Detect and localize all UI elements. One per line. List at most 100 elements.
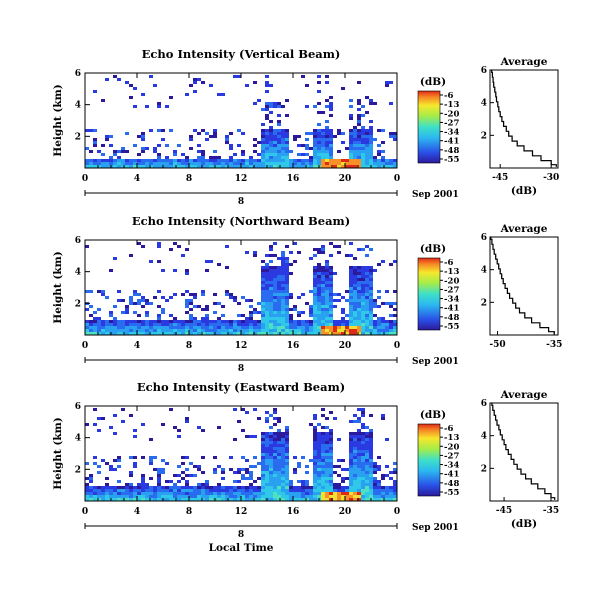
x-tick-label: 0 (394, 341, 400, 351)
colorbar-unit: (dB) (420, 243, 446, 255)
profile-point (493, 84, 495, 86)
profile-x-tick-label: -45 (496, 506, 512, 516)
colorbar-tick-label: -20 (444, 442, 459, 452)
x-tick-label: 0 (82, 507, 88, 517)
panel-title: Echo Intensity (Eastward Beam) (137, 380, 345, 394)
profile-y-tick-label: 6 (481, 233, 487, 243)
profile-point (516, 142, 518, 145)
profile-y-tick-label: 4 (481, 266, 487, 276)
profile-point (531, 152, 534, 154)
profile-x-label: (dB) (511, 185, 537, 197)
panel-title: Echo Intensity (Northward Beam) (132, 214, 350, 228)
heatmap-cells (85, 242, 397, 335)
profile-point (553, 332, 555, 334)
profile-point (518, 309, 521, 312)
date-day-label: 8 (238, 530, 244, 540)
x-tick-label: 4 (134, 507, 140, 517)
profile-point (508, 133, 510, 135)
profile-x-label: (dB) (511, 518, 537, 530)
y-tick-label: 2 (75, 132, 81, 142)
y-tick-label: 4 (75, 434, 81, 444)
colorbar-tick-label: -34 (444, 128, 459, 138)
profile-point (502, 280, 504, 282)
x-tick-label: 20 (339, 341, 352, 351)
colorbar-tick-label: -6 (444, 91, 454, 101)
profile-point (495, 93, 497, 96)
profile-title: Average (500, 389, 548, 401)
profile-point (492, 246, 494, 248)
profile-point (501, 436, 503, 438)
profile-x-tick-label: -30 (543, 173, 559, 183)
colorbar-tick-label: -48 (444, 146, 459, 156)
colorbar-tick-label: -13 (444, 100, 459, 110)
profile-point (513, 461, 515, 463)
profile-point (554, 498, 556, 500)
profile-point (494, 89, 496, 91)
colorbar-tick-label: -41 (444, 304, 459, 314)
profile-point (539, 324, 541, 326)
x-tick-label: 20 (339, 507, 352, 517)
profile-point (504, 285, 506, 287)
y-tick-label: 6 (75, 236, 81, 246)
colorbar (417, 257, 441, 331)
profile-y-tick-label: 6 (481, 399, 487, 409)
x-tick-label: 16 (287, 174, 300, 184)
x-tick-label: 4 (134, 174, 140, 184)
profile-y-tick-label: 4 (481, 432, 487, 442)
profile-point (525, 475, 527, 478)
profile-frame (489, 402, 559, 502)
colorbar-tick-label: -13 (444, 433, 459, 443)
panel-title: Echo Intensity (Vertical Beam) (142, 47, 341, 61)
profile-point (511, 138, 513, 140)
x-tick-label: 0 (394, 507, 400, 517)
profile-point (498, 265, 500, 267)
y-axis-label: Height (km) (52, 417, 64, 489)
profile-point (490, 236, 492, 238)
colorbar-tick-label: -55 (444, 155, 459, 165)
profile-point (498, 108, 500, 110)
colorbar-tick-label: -55 (444, 488, 459, 498)
profile-point (493, 412, 495, 414)
profile-point (491, 69, 493, 71)
x-tick-label: 0 (394, 174, 400, 184)
profile-point (496, 260, 498, 263)
profile-x-tick-label: -45 (492, 173, 508, 183)
x-tick-label: 12 (235, 174, 248, 184)
colorbar (417, 423, 441, 497)
colorbar-tick-label: -41 (444, 137, 459, 147)
profile-point (497, 103, 499, 105)
x-tick-label: 4 (134, 341, 140, 351)
x-tick-label: 12 (235, 341, 248, 351)
x-tick-label: 20 (339, 174, 352, 184)
profile-series-line (491, 403, 556, 500)
profile-point (499, 270, 501, 272)
colorbar-tick-label: -55 (444, 322, 459, 332)
profile-point (491, 402, 493, 404)
profile-frame (489, 236, 559, 336)
profile-y-tick-label: 4 (481, 99, 487, 109)
profile-point (506, 290, 508, 292)
x-tick-label: 8 (186, 507, 192, 517)
profile-y-tick-label: 2 (481, 298, 487, 308)
profile-point (501, 275, 503, 277)
y-tick-label: 4 (75, 268, 81, 278)
colorbar-tick-label: -27 (444, 451, 459, 461)
profile-point (530, 319, 533, 321)
colorbar-unit: (dB) (420, 76, 446, 88)
profile-series-line (491, 70, 557, 167)
profile-point (495, 256, 497, 258)
date-label: Sep 2001 (412, 523, 459, 533)
profile-series-line (490, 237, 555, 334)
date-day-label: 8 (238, 364, 244, 374)
colorbar-tick-label: -20 (444, 109, 459, 119)
y-tick-label: 6 (75, 69, 81, 79)
x-tick-label: 16 (287, 507, 300, 517)
profile-point (507, 451, 509, 453)
colorbar (417, 90, 441, 164)
profile-point (544, 490, 546, 492)
colorbar-tick-label: -34 (444, 295, 459, 305)
profile-point (503, 123, 505, 125)
colorbar-tick-label: -6 (444, 424, 454, 434)
profile-frame (489, 69, 559, 169)
profile-point (515, 305, 517, 307)
